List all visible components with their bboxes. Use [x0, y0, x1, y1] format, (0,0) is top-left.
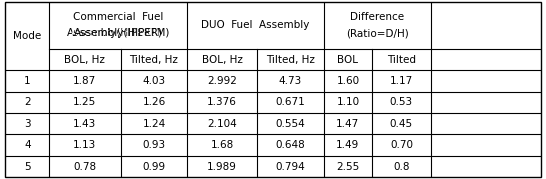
Text: 2: 2: [24, 97, 31, 107]
Text: Assembly(HIPER): Assembly(HIPER): [71, 28, 160, 38]
Text: 0.8: 0.8: [393, 161, 410, 171]
Text: 4.03: 4.03: [143, 76, 165, 86]
Text: Tilted, Hz: Tilted, Hz: [266, 55, 315, 65]
Text: BOL, Hz: BOL, Hz: [201, 55, 242, 65]
Text: Assembly(HIPER): Assembly(HIPER): [74, 28, 163, 38]
Text: 4.73: 4.73: [279, 76, 302, 86]
Text: 0.93: 0.93: [143, 140, 165, 150]
Text: 1.60: 1.60: [336, 76, 359, 86]
Text: 0.671: 0.671: [276, 97, 305, 107]
Text: Difference: Difference: [351, 12, 405, 22]
Text: 1.49: 1.49: [336, 140, 359, 150]
Text: 1.376: 1.376: [207, 97, 237, 107]
Text: 1: 1: [24, 76, 31, 86]
Text: 5: 5: [24, 161, 31, 171]
Text: 1.43: 1.43: [73, 119, 97, 129]
Text: 3: 3: [24, 119, 31, 129]
Text: 0.554: 0.554: [276, 119, 305, 129]
Text: 0.99: 0.99: [143, 161, 165, 171]
Text: 2.992: 2.992: [207, 76, 237, 86]
Text: 2.104: 2.104: [207, 119, 237, 129]
Text: 1.26: 1.26: [143, 97, 165, 107]
Text: 0.45: 0.45: [390, 119, 413, 129]
Text: Commercial  Fuel: Commercial Fuel: [73, 12, 164, 22]
Text: 0.794: 0.794: [276, 161, 305, 171]
Text: DUO  Fuel  Assembly: DUO Fuel Assembly: [201, 20, 310, 30]
Text: 2.55: 2.55: [336, 161, 359, 171]
Text: 1.87: 1.87: [73, 76, 97, 86]
Text: 0.78: 0.78: [73, 161, 97, 171]
Text: 0.53: 0.53: [390, 97, 413, 107]
Text: Tilted: Tilted: [387, 55, 416, 65]
Text: BOL: BOL: [337, 55, 358, 65]
Text: 1.13: 1.13: [73, 140, 97, 150]
Text: Assembly(HIPERTM): Assembly(HIPERTM): [67, 28, 170, 38]
Text: 1.17: 1.17: [390, 76, 413, 86]
Text: BOL, Hz: BOL, Hz: [64, 55, 105, 65]
Text: 4: 4: [24, 140, 31, 150]
Text: 1.24: 1.24: [143, 119, 165, 129]
Text: 0.648: 0.648: [276, 140, 305, 150]
Text: Mode: Mode: [13, 31, 41, 41]
Text: Tilted, Hz: Tilted, Hz: [129, 55, 179, 65]
Text: 1.68: 1.68: [211, 140, 234, 150]
Text: (Ratio=D/H): (Ratio=D/H): [346, 28, 409, 38]
Text: 1.989: 1.989: [207, 161, 237, 171]
Text: 0.70: 0.70: [390, 140, 413, 150]
Text: 1.10: 1.10: [336, 97, 359, 107]
Text: 1.47: 1.47: [336, 119, 359, 129]
Text: 1.25: 1.25: [73, 97, 97, 107]
